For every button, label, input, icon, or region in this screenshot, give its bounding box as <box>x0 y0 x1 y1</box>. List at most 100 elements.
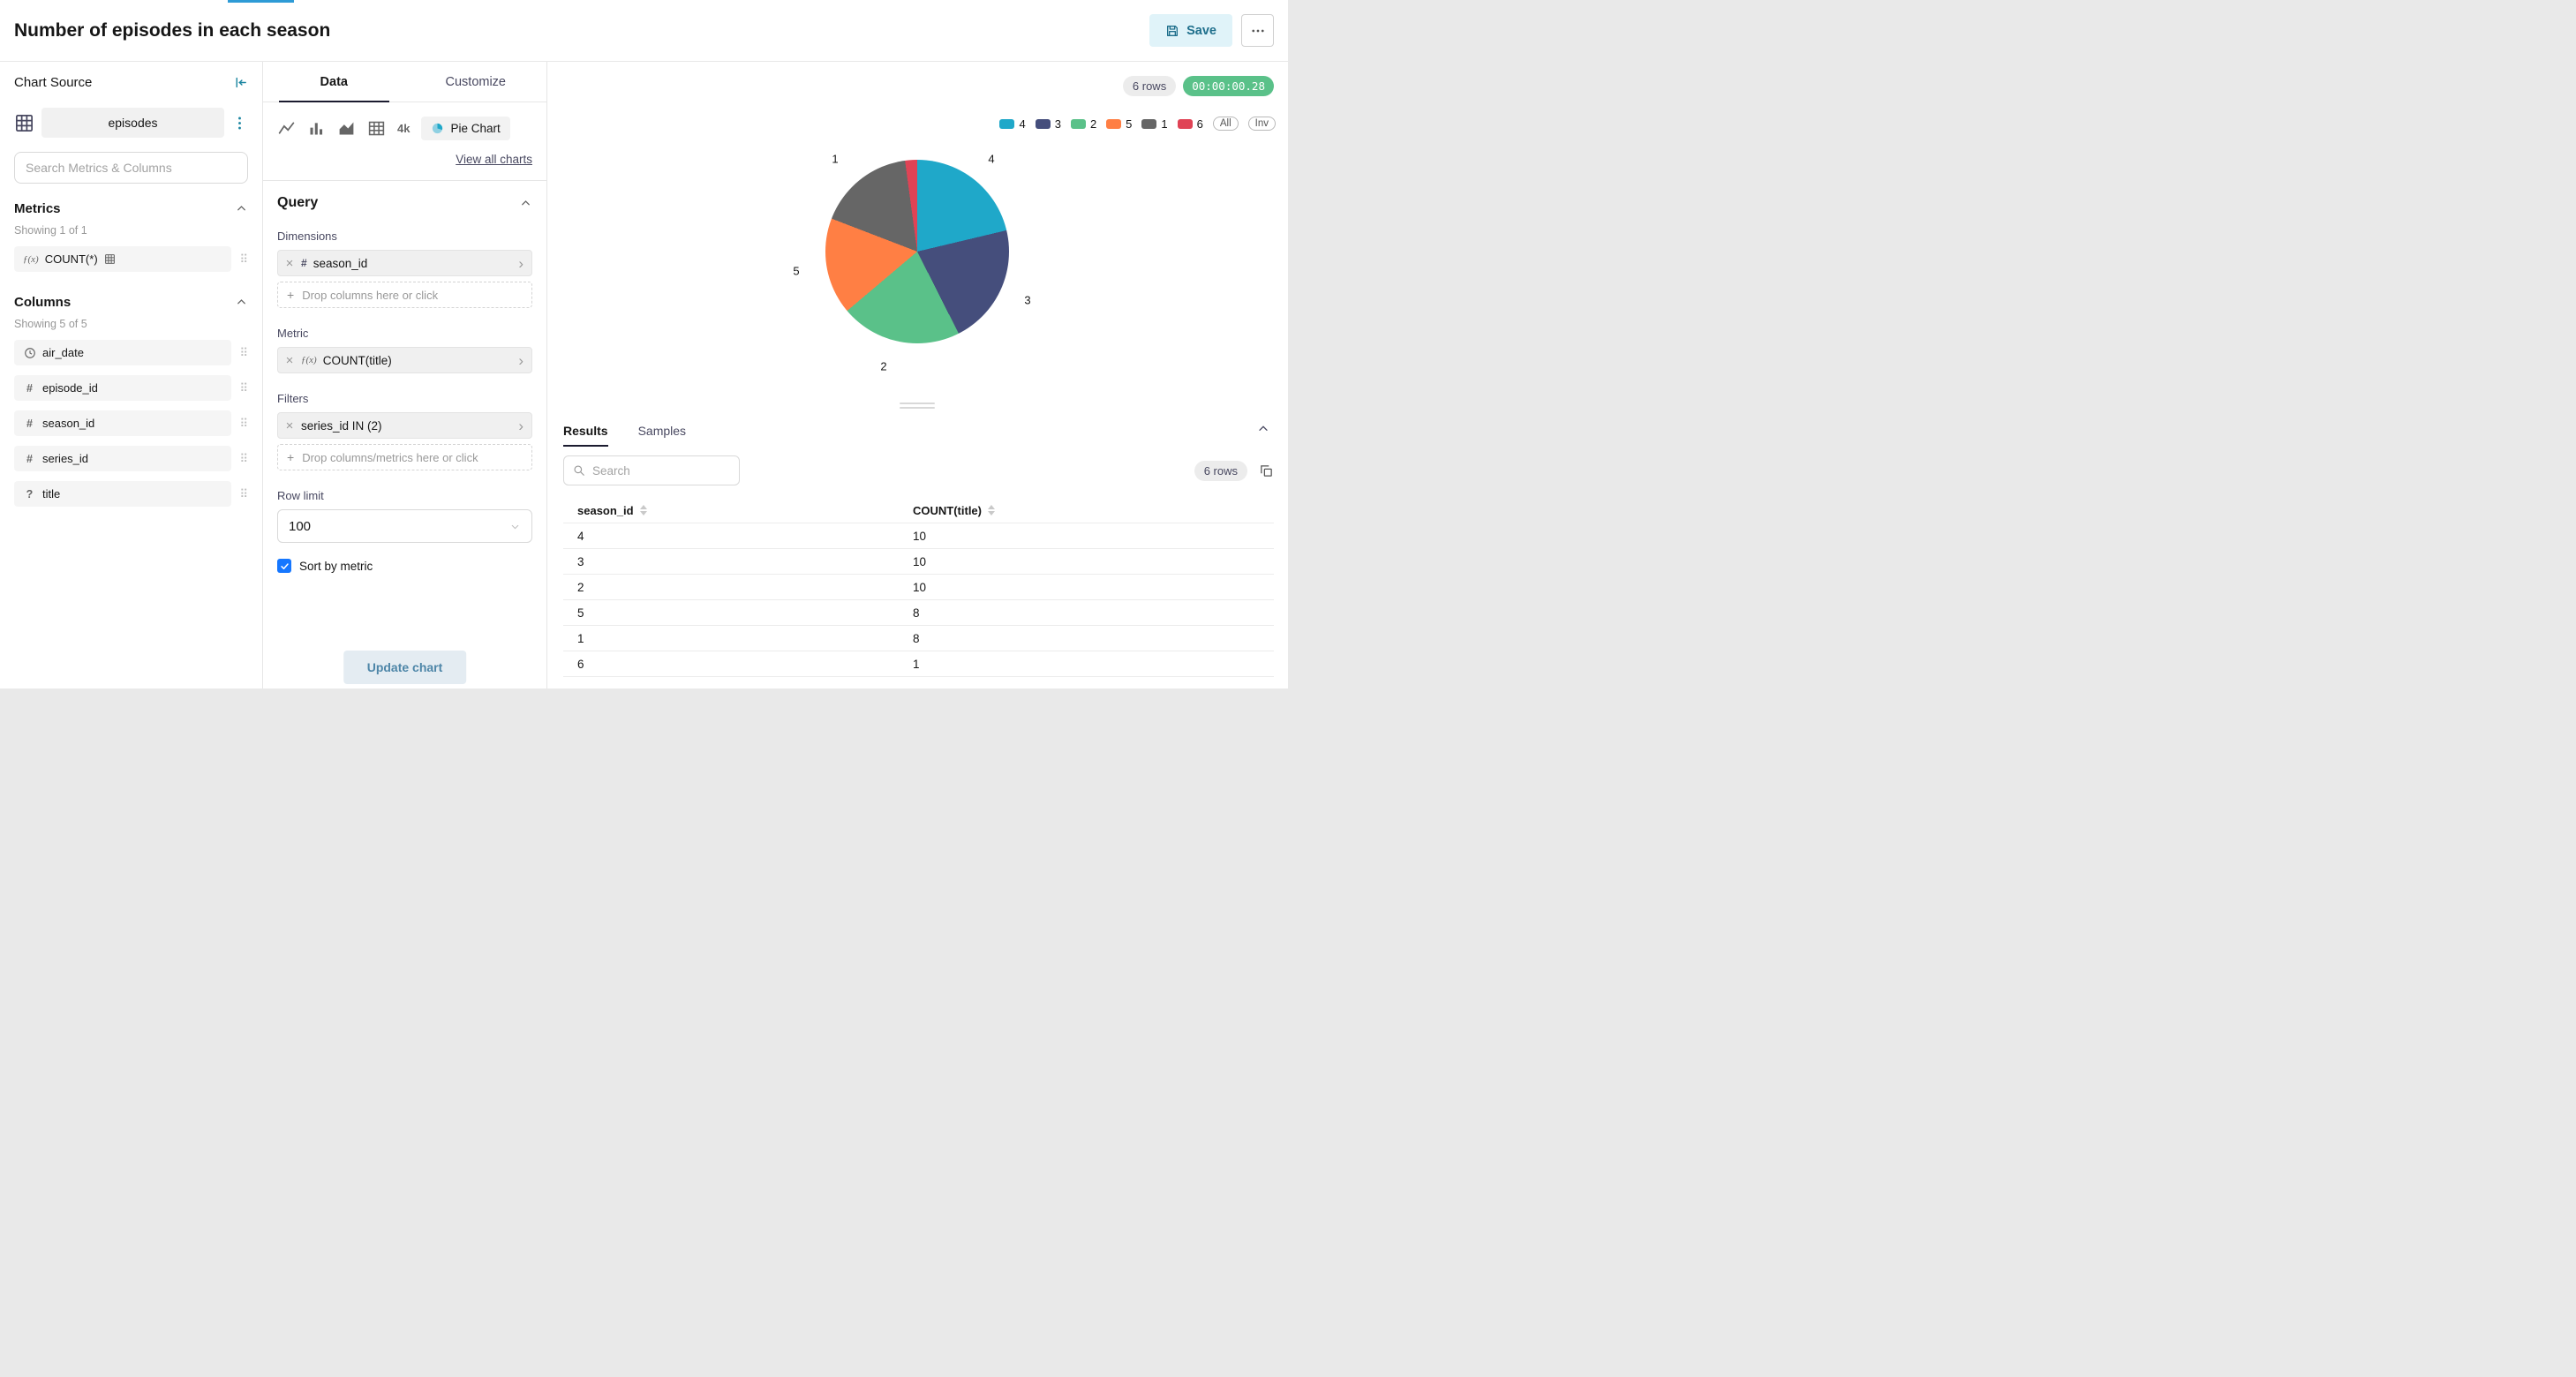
metrics-section-header[interactable]: Metrics <box>14 201 248 216</box>
more-menu-button[interactable] <box>1241 14 1274 47</box>
column-list-item[interactable]: # season_id ⠿ <box>14 410 248 436</box>
viz-type-pie-chart[interactable]: Pie Chart <box>421 117 510 140</box>
metrics-columns-search-input[interactable] <box>14 152 248 184</box>
query-section-header[interactable]: Query <box>277 195 532 211</box>
sort-icon[interactable] <box>988 505 995 515</box>
results-search-input[interactable] <box>592 463 730 478</box>
dataset-menu-icon[interactable] <box>231 115 248 132</box>
column-label: series_id <box>42 452 89 465</box>
dataset-name[interactable]: episodes <box>41 108 224 138</box>
function-icon: ƒ(x) <box>23 253 39 265</box>
legend-swatch <box>999 118 1015 129</box>
bar-chart-icon[interactable] <box>307 119 326 138</box>
legend-swatch <box>1141 118 1157 129</box>
update-chart-button[interactable]: Update chart <box>343 651 467 684</box>
panel-resize-handle[interactable] <box>900 403 935 409</box>
drag-handle-icon[interactable]: ⠿ <box>239 381 248 395</box>
control-panel: Data Customize 4k <box>263 62 547 688</box>
table-header-row: season_id COUNT(title) <box>563 498 1274 523</box>
collapse-panel-icon[interactable] <box>233 75 248 90</box>
pie-chart[interactable] <box>825 160 1009 343</box>
results-search-box[interactable] <box>563 455 740 485</box>
collapse-results-icon[interactable] <box>1256 422 1270 436</box>
filters-dropzone[interactable]: + Drop columns/metrics here or click <box>277 444 532 470</box>
top-loading-indicator <box>228 0 294 3</box>
tab-results[interactable]: Results <box>563 415 608 447</box>
column-label: air_date <box>42 346 84 359</box>
pie-slice-label: 5 <box>793 264 800 278</box>
remove-icon[interactable]: × <box>285 418 294 433</box>
dimensions-dropzone[interactable]: + Drop columns here or click <box>277 282 532 308</box>
row-limit-select[interactable]: 100 <box>277 509 532 543</box>
column-header-season-id[interactable]: season_id <box>577 503 634 517</box>
main-area: Chart Source episodes Metrics <box>0 62 1288 688</box>
big-number-chart-icon[interactable]: 4k <box>397 122 411 135</box>
header-actions: Save <box>1149 14 1274 47</box>
metric-list-item[interactable]: ƒ(x) COUNT(*) ⠿ <box>14 246 248 272</box>
legend-inv-button[interactable]: Inv <box>1247 117 1276 131</box>
legend-item[interactable]: 1 <box>1141 117 1168 131</box>
area-chart-icon[interactable] <box>337 119 356 138</box>
pie-slice-label: 3 <box>1024 293 1031 307</box>
legend-label: 1 <box>1161 117 1168 131</box>
tab-customize[interactable]: Customize <box>445 74 507 89</box>
chart-panel: 6 rows 00:00:00.28 4 3 2 5 1 6 All Inv 4… <box>547 62 1288 688</box>
table-row[interactable]: 2 10 <box>563 575 1274 600</box>
legend-item[interactable]: 5 <box>1106 117 1132 131</box>
table-chart-icon[interactable] <box>367 119 386 138</box>
dimension-chip-season-id[interactable]: × # season_id › <box>277 250 532 276</box>
table-row[interactable]: 4 10 <box>563 523 1274 549</box>
pie-slice-label: 4 <box>988 152 995 166</box>
column-list-item[interactable]: ? title ⠿ <box>14 481 248 507</box>
hash-icon: # <box>301 257 307 269</box>
view-all-charts-link[interactable]: View all charts <box>456 153 532 166</box>
chevron-right-icon: › <box>518 417 523 434</box>
line-chart-icon[interactable] <box>277 119 296 138</box>
dataset-row: episodes <box>14 108 248 138</box>
checkbox-checked-icon[interactable] <box>277 559 291 573</box>
legend-item[interactable]: 3 <box>1035 117 1061 131</box>
legend-item[interactable]: 4 <box>999 117 1026 131</box>
chevron-up-icon <box>235 296 248 309</box>
save-button[interactable]: Save <box>1149 14 1232 47</box>
viz-type-row: 4k Pie Chart <box>263 117 546 140</box>
drag-handle-icon[interactable]: ⠿ <box>239 252 248 266</box>
legend-swatch <box>1070 118 1086 129</box>
row-limit-value: 100 <box>289 518 312 534</box>
remove-icon[interactable]: × <box>285 255 294 271</box>
column-list-item[interactable]: # episode_id ⠿ <box>14 375 248 401</box>
columns-section-header[interactable]: Columns <box>14 295 248 310</box>
hash-icon: # <box>26 417 33 430</box>
remove-icon[interactable]: × <box>285 352 294 368</box>
divider <box>263 180 546 181</box>
drag-handle-icon[interactable]: ⠿ <box>239 417 248 430</box>
sort-by-metric-checkbox[interactable]: Sort by metric <box>277 559 532 573</box>
column-list-item[interactable]: # series_id ⠿ <box>14 446 248 471</box>
legend-all-button[interactable]: All <box>1212 117 1239 131</box>
legend-item[interactable]: 6 <box>1177 117 1203 131</box>
metric-chip-count-title[interactable]: × ƒ(x) COUNT(title) › <box>277 347 532 373</box>
column-header-count-title[interactable]: COUNT(title) <box>913 503 982 517</box>
legend-swatch <box>1177 118 1193 129</box>
sort-icon[interactable] <box>639 505 647 515</box>
drag-handle-icon[interactable]: ⠿ <box>239 346 248 359</box>
column-label: season_id <box>42 417 95 430</box>
legend-label: 2 <box>1089 117 1097 131</box>
hash-icon: # <box>26 452 33 465</box>
tab-samples[interactable]: Samples <box>637 424 687 438</box>
legend-item[interactable]: 2 <box>1070 117 1097 131</box>
table-row[interactable]: 3 10 <box>563 549 1274 575</box>
copy-icon[interactable] <box>1259 463 1274 478</box>
drag-handle-icon[interactable]: ⠿ <box>239 452 248 465</box>
column-list-item[interactable]: air_date ⠿ <box>14 340 248 365</box>
table-icon <box>104 253 116 265</box>
drag-handle-icon[interactable]: ⠿ <box>239 487 248 500</box>
tab-data[interactable]: Data <box>263 62 405 102</box>
metric-chip-label: COUNT(title) <box>322 353 392 367</box>
filter-chip-series-id[interactable]: × series_id IN (2) › <box>277 412 532 439</box>
results-panel: Results Samples 6 rows <box>547 415 1288 688</box>
